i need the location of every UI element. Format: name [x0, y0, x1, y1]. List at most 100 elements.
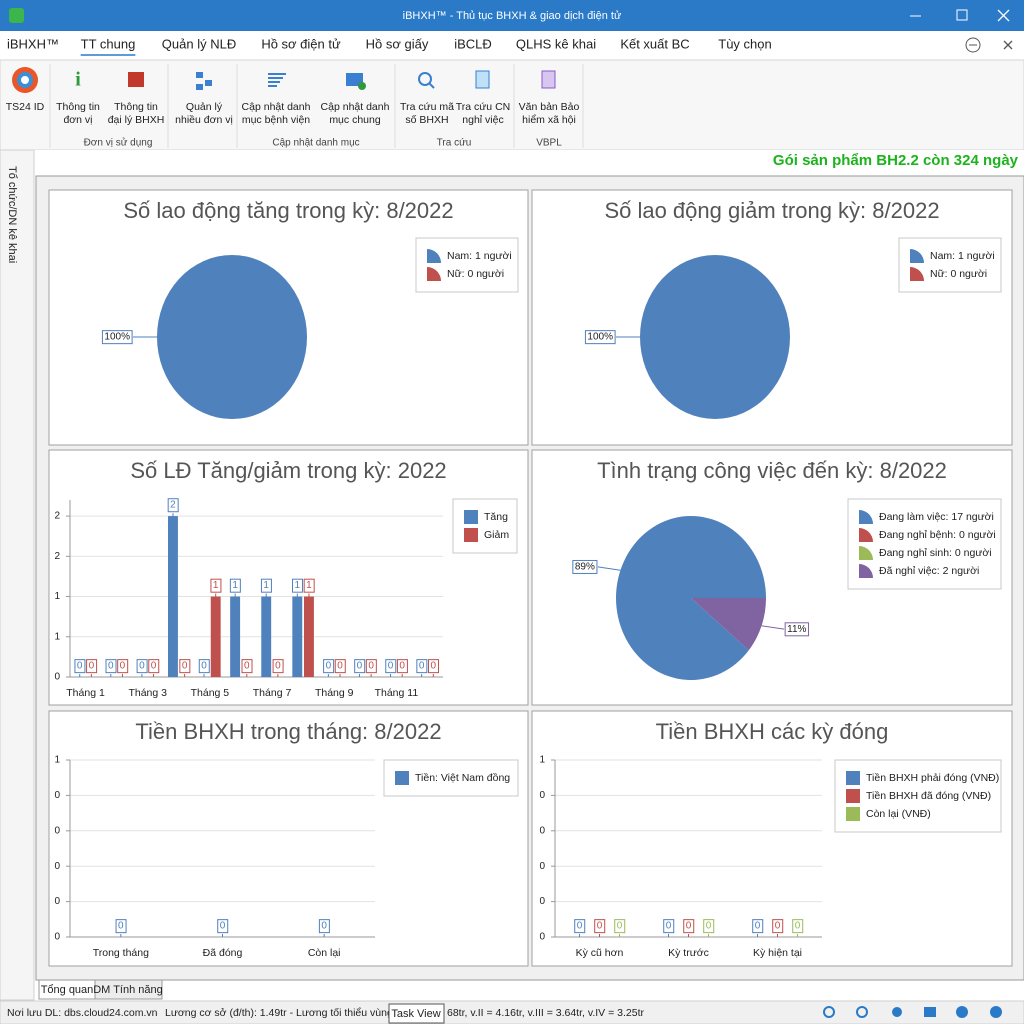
- data-label: 0: [220, 921, 226, 932]
- x-tick-label: Tháng 11: [375, 687, 419, 699]
- data-label-box: [210, 578, 222, 593]
- ribbon-button-label[interactable]: Cập nhật danh: [321, 101, 390, 113]
- link-icon[interactable]: [823, 1006, 835, 1018]
- data-label: 1: [295, 580, 301, 591]
- data-label: 1: [232, 580, 238, 591]
- chart-panel: Số lao động tăng trong kỳ: 8/2022 100% Nam…: [48, 189, 529, 446]
- close-button[interactable]: [997, 9, 1010, 22]
- doc-search-icon: [475, 70, 490, 89]
- data-label-box: [385, 659, 397, 674]
- data-label: 0: [326, 661, 332, 672]
- ribbon-group-label: Đơn vị sử dụng: [84, 137, 153, 149]
- menu-item[interactable]: Kết xuất BC: [620, 36, 689, 51]
- data-label-box: [663, 919, 675, 934]
- pie-slice: [691, 598, 766, 651]
- banner-bar: [0, 150, 1024, 175]
- menu-item[interactable]: TT chung: [81, 36, 136, 51]
- data-label-box: [584, 330, 616, 345]
- link-icon[interactable]: [856, 1006, 868, 1018]
- chat-icon[interactable]: [990, 1006, 1002, 1018]
- ribbon-button-label[interactable]: Thông tin: [56, 101, 100, 113]
- side-tab[interactable]: Tổ chức/DN kê khai: [6, 166, 18, 263]
- data-label: 0: [775, 921, 781, 932]
- ribbon-button-label[interactable]: mục chung: [329, 114, 381, 126]
- legend-swatch: [859, 510, 873, 524]
- tab[interactable]: [94, 979, 163, 1000]
- ribbon-button-label[interactable]: Cập nhật danh: [242, 101, 311, 113]
- chart-title: Tình trạng công việc đến kỳ: 8/2022: [597, 458, 947, 483]
- data-label: 0: [139, 661, 145, 672]
- x-tick-label: Đã đóng: [203, 947, 243, 959]
- data-label-box: [428, 659, 440, 674]
- legend-label: Tăng: [484, 511, 508, 523]
- data-label-box: [334, 659, 346, 674]
- legend-swatch: [427, 249, 441, 263]
- data-label-box: [574, 919, 586, 934]
- y-tick-label: 1: [539, 755, 545, 766]
- menu-item[interactable]: Hồ sơ giấy: [366, 36, 429, 51]
- y-tick-label: 1: [54, 591, 60, 602]
- bar: [303, 596, 314, 677]
- panel-frame: [531, 710, 1013, 967]
- bar: [261, 596, 272, 677]
- legend-label: Nam: 1 người: [930, 250, 995, 262]
- tab-label[interactable]: Tổng quan: [41, 984, 94, 996]
- chart-panel: Số LĐ Tăng/giảm trong kỳ: 202201122Tháng…: [48, 449, 529, 706]
- maximize-button[interactable]: [956, 9, 968, 21]
- window-title: iBHXH™ - Thủ tục BHXH & giao dịch điện t…: [403, 10, 622, 22]
- data-label: 0: [77, 661, 83, 672]
- ribbon-button-label[interactable]: Tra cứu CN: [456, 101, 510, 113]
- mail-icon[interactable]: [924, 1007, 936, 1017]
- ribbon-button-label[interactable]: Thông tin: [114, 101, 158, 113]
- tab-label[interactable]: DM Tính năng: [93, 984, 163, 996]
- data-label-box: [416, 659, 428, 674]
- phone-icon[interactable]: [892, 1007, 902, 1017]
- x-tick-label: Tháng 7: [253, 687, 292, 699]
- ribbon-button-label[interactable]: hiểm xã hội: [522, 114, 576, 126]
- data-label: 0: [577, 921, 583, 932]
- close-form-button[interactable]: [1003, 40, 1013, 50]
- menu-item[interactable]: Hồ sơ điện tử: [261, 36, 341, 51]
- menu-item[interactable]: Quản lý NLĐ: [162, 36, 236, 51]
- ribbon-button-label[interactable]: nhiều đơn vị: [175, 114, 233, 126]
- status-salary-rest: 68tr, v.II = 4.16tr, v.III = 3.64tr, v.I…: [447, 1007, 644, 1019]
- ribbon-button-label[interactable]: Quản lý: [186, 101, 223, 113]
- ribbon-button-label[interactable]: đơn vị: [63, 114, 92, 126]
- ribbon-button-label[interactable]: mục bệnh viện: [242, 114, 310, 126]
- data-label-box: [683, 919, 695, 934]
- data-label: 11%: [787, 624, 806, 635]
- ribbon-button-label[interactable]: số BHXH: [405, 114, 448, 126]
- menu-item[interactable]: Tùy chọn: [718, 36, 771, 51]
- data-label: 0: [617, 921, 623, 932]
- y-tick-label: 0: [54, 861, 60, 872]
- data-label: 0: [686, 921, 692, 932]
- data-label-box: [260, 578, 272, 593]
- data-label-box: [74, 659, 86, 674]
- data-label: 0: [368, 661, 374, 672]
- ribbon-button-label[interactable]: nghỉ việc: [462, 114, 503, 126]
- ribbon-button-label[interactable]: TS24 ID: [6, 101, 45, 113]
- legend-swatch: [464, 510, 478, 524]
- ribbon-button-label[interactable]: đại lý BHXH: [108, 114, 165, 126]
- legend-swatch: [464, 528, 478, 542]
- help-icon[interactable]: [956, 1006, 968, 1018]
- data-label: 0: [89, 661, 95, 672]
- menu-item[interactable]: iBHXH™: [7, 36, 59, 51]
- data-label-box: [272, 659, 284, 674]
- ribbon-button-label[interactable]: Văn bản Bảo: [519, 101, 580, 113]
- legend: [415, 237, 519, 293]
- ribbon-icons: i: [12, 64, 584, 148]
- ribbon-group-label: Cập nhật danh mục: [272, 138, 359, 149]
- legend-label: Còn lại (VNĐ): [866, 808, 931, 820]
- status-salary: Lương cơ sở (đ/th): 1.49tr - Lương tối t…: [165, 1007, 408, 1019]
- menu-item[interactable]: iBCLĐ: [454, 36, 492, 51]
- data-label: 0: [108, 661, 114, 672]
- data-label: 0: [666, 921, 672, 932]
- data-label: 1: [263, 580, 269, 591]
- y-tick-label: 1: [54, 755, 60, 766]
- data-label-box: [354, 659, 366, 674]
- menu-item[interactable]: QLHS kê khai: [516, 36, 596, 51]
- ribbon-button-label[interactable]: Tra cứu mã: [400, 101, 454, 113]
- chart-title: Tiền BHXH các kỳ đóng: [656, 719, 889, 744]
- tooltip-text: Task View: [391, 1008, 440, 1020]
